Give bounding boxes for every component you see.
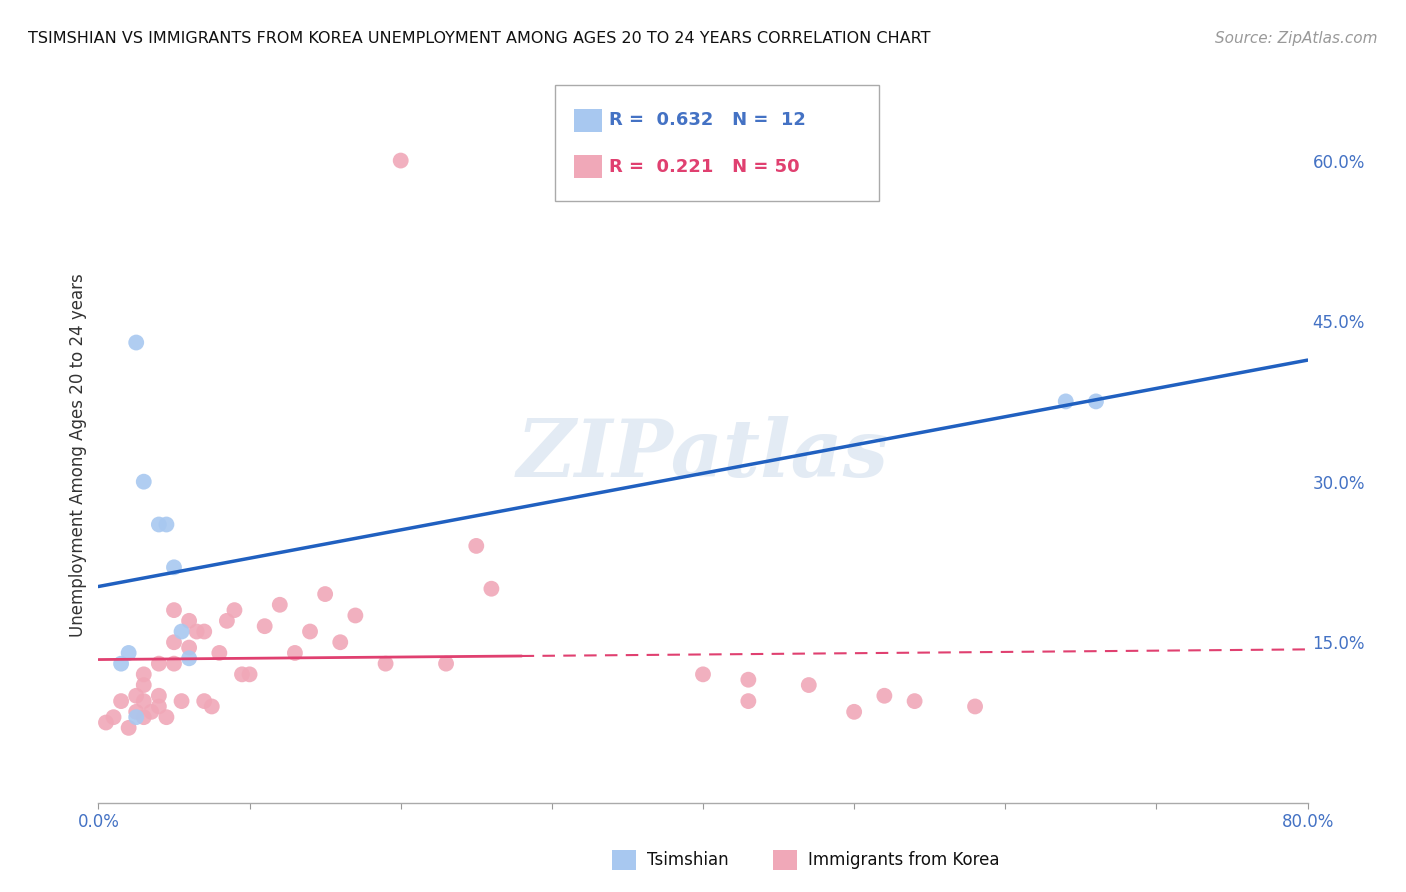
- Point: [155, 710, 177, 724]
- Point: [844, 705, 866, 719]
- Point: [110, 694, 132, 708]
- Point: [163, 603, 186, 617]
- Text: R =  0.221   N = 50: R = 0.221 N = 50: [609, 158, 800, 176]
- Point: [737, 673, 759, 687]
- Point: [148, 699, 170, 714]
- Point: [201, 699, 224, 714]
- Text: TSIMSHIAN VS IMMIGRANTS FROM KOREA UNEMPLOYMENT AMONG AGES 20 TO 24 YEARS CORREL: TSIMSHIAN VS IMMIGRANTS FROM KOREA UNEMP…: [28, 31, 931, 46]
- Point: [224, 603, 246, 617]
- Point: [118, 721, 141, 735]
- Point: [94, 715, 117, 730]
- Point: [434, 657, 457, 671]
- Point: [125, 710, 148, 724]
- Point: [170, 624, 193, 639]
- Point: [904, 694, 927, 708]
- Point: [193, 694, 215, 708]
- Text: Immigrants from Korea: Immigrants from Korea: [808, 851, 1000, 869]
- Point: [314, 587, 336, 601]
- Point: [132, 694, 155, 708]
- Point: [299, 624, 322, 639]
- Point: [186, 624, 208, 639]
- Point: [481, 582, 503, 596]
- Point: [465, 539, 488, 553]
- Point: [208, 646, 231, 660]
- Text: Tsimshian: Tsimshian: [647, 851, 728, 869]
- Point: [374, 657, 396, 671]
- Point: [132, 475, 155, 489]
- Point: [253, 619, 276, 633]
- Point: [873, 689, 896, 703]
- Point: [103, 710, 125, 724]
- Point: [284, 646, 307, 660]
- Point: [692, 667, 714, 681]
- Point: [344, 608, 367, 623]
- Point: [148, 689, 170, 703]
- Point: [179, 614, 201, 628]
- Point: [163, 635, 186, 649]
- Point: [797, 678, 820, 692]
- Point: [1054, 394, 1077, 409]
- Point: [179, 640, 201, 655]
- Y-axis label: Unemployment Among Ages 20 to 24 years: Unemployment Among Ages 20 to 24 years: [69, 273, 87, 637]
- Point: [110, 657, 132, 671]
- Point: [132, 710, 155, 724]
- Point: [148, 657, 170, 671]
- Text: Source: ZipAtlas.com: Source: ZipAtlas.com: [1215, 31, 1378, 46]
- Point: [269, 598, 291, 612]
- Point: [737, 694, 759, 708]
- Point: [179, 651, 201, 665]
- Point: [239, 667, 262, 681]
- Point: [125, 705, 148, 719]
- Point: [193, 624, 215, 639]
- Point: [148, 517, 170, 532]
- Point: [132, 667, 155, 681]
- Point: [141, 705, 163, 719]
- Point: [125, 689, 148, 703]
- Point: [389, 153, 412, 168]
- Point: [170, 694, 193, 708]
- Point: [1085, 394, 1108, 409]
- Point: [163, 657, 186, 671]
- Point: [132, 678, 155, 692]
- Text: ZIPatlas: ZIPatlas: [517, 417, 889, 493]
- Point: [965, 699, 987, 714]
- Point: [125, 335, 148, 350]
- Point: [231, 667, 253, 681]
- Point: [118, 646, 141, 660]
- Point: [163, 560, 186, 574]
- Text: R =  0.632   N =  12: R = 0.632 N = 12: [609, 112, 806, 129]
- Point: [155, 517, 177, 532]
- Point: [215, 614, 238, 628]
- Point: [329, 635, 352, 649]
